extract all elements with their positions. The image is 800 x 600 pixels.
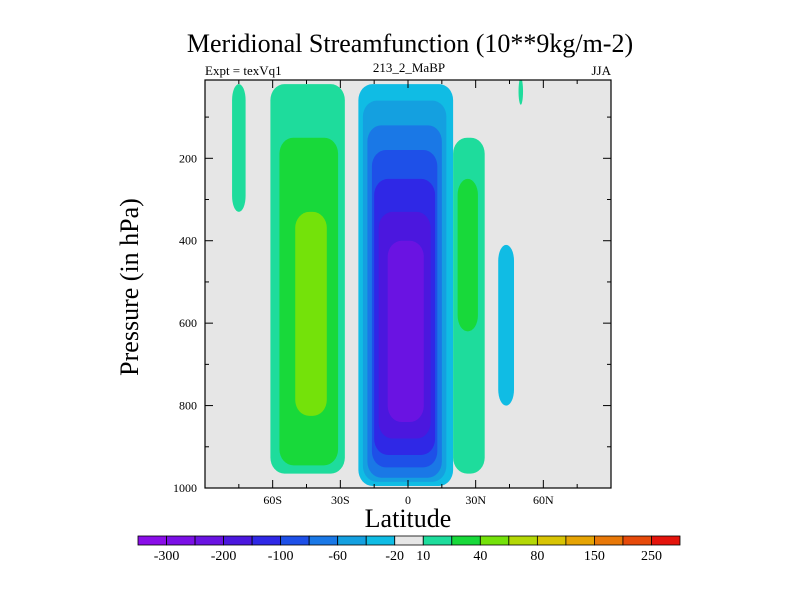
colorbar: -300 -200 -100 -60 -20 10 40 80 150 250	[137, 535, 681, 564]
x-tick-label-1: 30S	[331, 493, 350, 507]
x-tick-label-0: 60S	[263, 493, 282, 507]
colorbar-label-9: 250	[641, 549, 662, 564]
colorbar-label-2: -100	[268, 549, 294, 564]
y-tick-label-3: 800	[179, 399, 197, 413]
right-string: JJA	[591, 63, 611, 78]
colorbar-box-16	[594, 535, 624, 546]
colorbar-label-7: 80	[530, 549, 544, 564]
contour-region-12	[457, 178, 478, 332]
y-tick-label-4: 1000	[173, 481, 197, 495]
colorbar-box-17	[622, 535, 652, 546]
colorbar-box-18	[651, 535, 681, 546]
colorbar-box-12	[479, 535, 510, 546]
y-tick-label-0: 200	[179, 151, 197, 165]
colorbar-label-1: -200	[211, 549, 237, 564]
colorbar-box-2	[194, 535, 224, 546]
chart-title: Meridional Streamfunction (10**9kg/m-2)	[187, 29, 633, 58]
colorbar-box-14	[536, 535, 567, 546]
colorbar-box-1	[166, 535, 196, 546]
y-tick-label-1: 400	[179, 234, 197, 248]
contour-region-10	[387, 240, 424, 423]
colorbar-box-0	[137, 535, 167, 546]
colorbar-box-6	[308, 535, 339, 546]
colorbar-box-4	[251, 535, 282, 546]
x-tick-label-3: 30N	[465, 493, 486, 507]
contour-region-3	[295, 211, 327, 416]
contour-region-14	[518, 80, 524, 105]
center-string: 213_2_MaBP	[373, 60, 445, 75]
colorbar-box-8	[365, 535, 396, 546]
colorbar-box-5	[280, 535, 310, 546]
colorbar-box-7	[337, 535, 367, 546]
colorbar-box-11	[451, 535, 481, 546]
axis-ticks: 60S 30S 0 30N 60N 200 400 600 800 1000	[173, 80, 611, 507]
contour-fills	[232, 80, 524, 486]
colorbar-label-3: -60	[328, 549, 347, 564]
colorbar-label-5: 10	[416, 549, 430, 564]
y-tick-label-2: 600	[179, 316, 197, 330]
colorbar-box-9	[394, 535, 424, 546]
y-axis-title: Pressure (in hPa)	[115, 198, 144, 376]
colorbar-label-6: 40	[473, 549, 487, 564]
colorbar-label-8: 150	[584, 549, 605, 564]
contour-region-0	[232, 84, 246, 212]
colorbar-box-10	[422, 535, 453, 546]
contour-region-13	[498, 244, 515, 406]
colorbar-label-0: -300	[154, 549, 180, 564]
left-string: Expt = texVq1	[205, 63, 282, 78]
colorbar-box-3	[223, 535, 253, 546]
x-tick-label-4: 60N	[533, 493, 554, 507]
colorbar-box-15	[565, 535, 595, 546]
x-axis-title: Latitude	[365, 504, 452, 533]
x-tick-label-2: 0	[405, 493, 411, 507]
colorbar-label-4: -20	[385, 549, 404, 564]
colorbar-box-13	[508, 535, 538, 546]
